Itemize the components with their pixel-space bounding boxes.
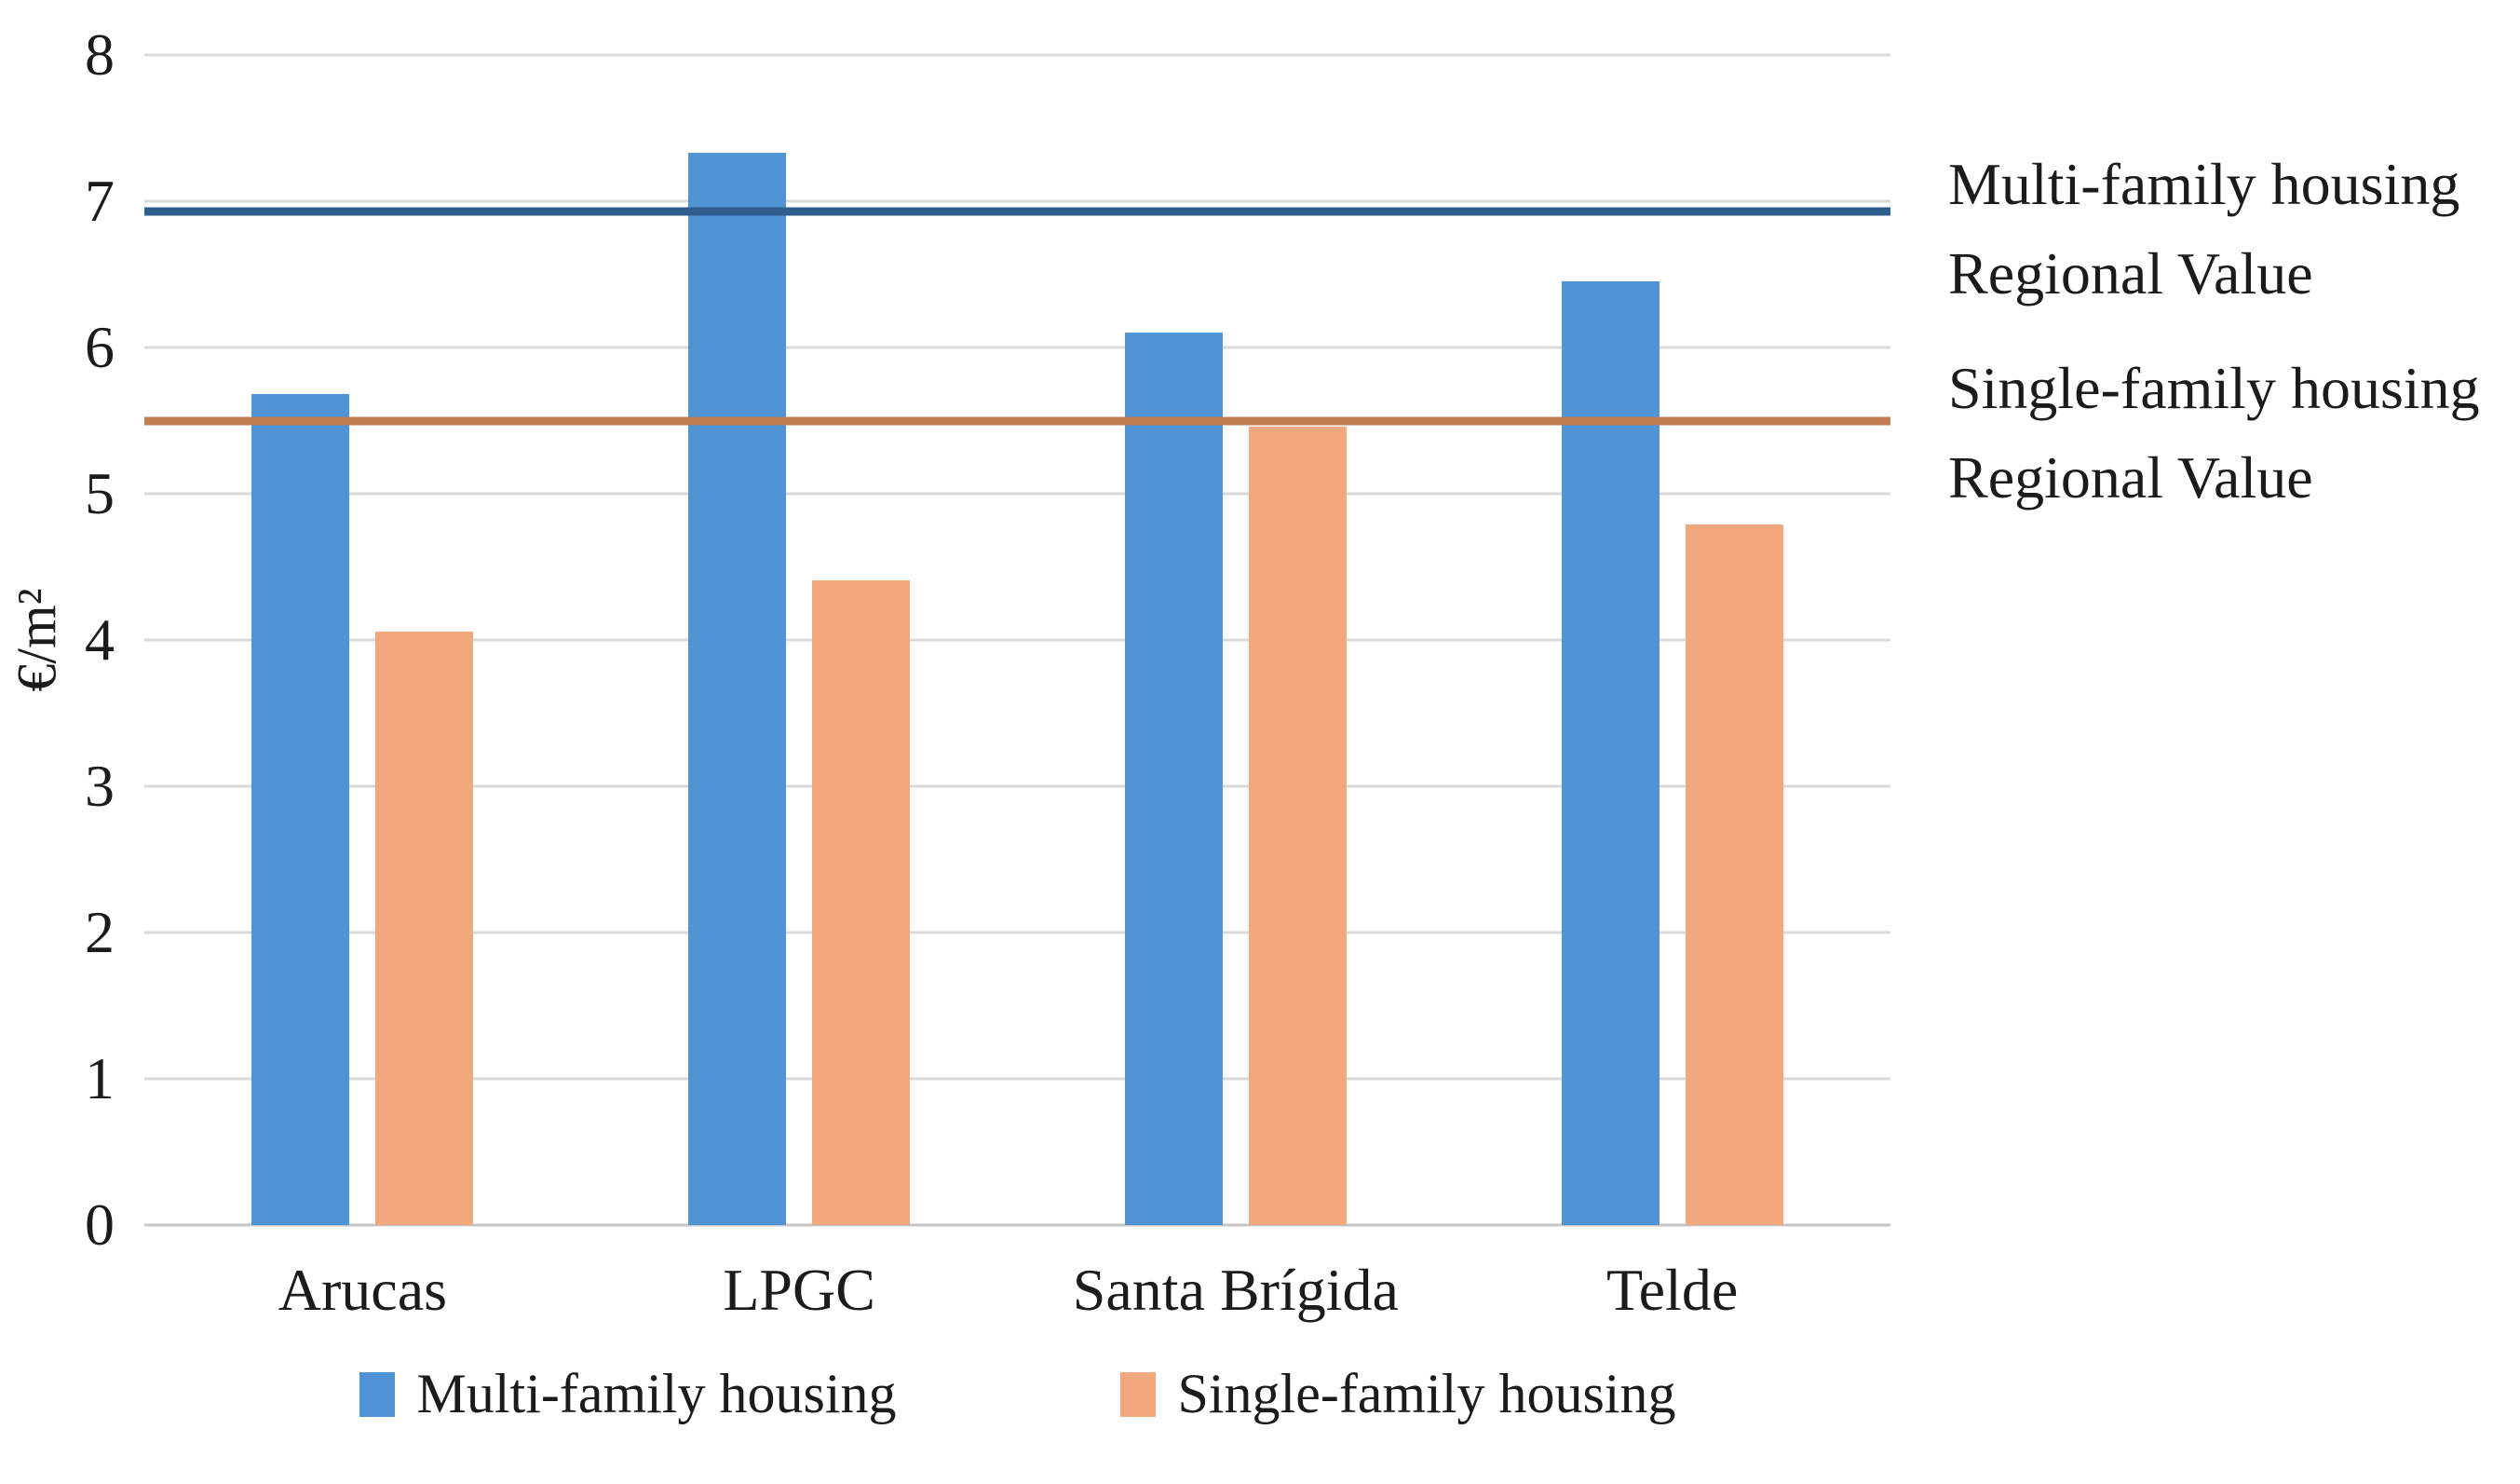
reference-line-multi-family-housing-regional-value [144, 207, 1890, 216]
gridline-y-8 [144, 53, 1890, 57]
annotation-multi-family-regional-value: Multi-family housing Regional Value [1948, 140, 2520, 319]
bar-multi-family-housing-arucas [251, 394, 350, 1225]
y-tick-label-2: 2 [85, 899, 115, 965]
y-tick-label-3: 3 [85, 753, 115, 819]
legend-item-single-family: Single-family housing [1119, 1362, 1676, 1426]
plot-area: 0 1 2 3 4 5 6 7 8 Arucas LPGC Santa Brígida Telde [85, 25, 1890, 1320]
x-tick-label-arucas: Arucas [278, 1257, 447, 1323]
gridline-y-0 [144, 1223, 1890, 1227]
gridline-y-3 [144, 784, 1890, 788]
y-tick-label-0: 0 [85, 1191, 115, 1258]
gridline-y-2 [144, 931, 1890, 934]
y-tick-label-4: 4 [85, 606, 115, 673]
y-tick-label-7: 7 [85, 168, 115, 234]
reference-line-single-family-housing-regional-value [144, 416, 1890, 425]
bar-multi-family-housing-lpgc [688, 153, 787, 1225]
annotation-line: Regional Value [1948, 240, 2313, 306]
gridline-y-4 [144, 638, 1890, 642]
legend: Multi-family housing Single-family housi… [144, 1362, 1890, 1426]
gridline-y-7 [144, 199, 1890, 203]
annotation-single-family-regional-value: Single-family housing Regional Value [1948, 344, 2520, 523]
y-tick-label-6: 6 [85, 314, 115, 380]
legend-label: Single-family housing [1177, 1363, 1676, 1424]
bar-single-family-housing-arucas [375, 631, 474, 1225]
annotation-line: Regional Value [1948, 444, 2313, 511]
gridline-y-5 [144, 492, 1890, 496]
y-axis-title: €/m² [6, 588, 68, 692]
bar-single-family-housing-telde [1685, 524, 1783, 1225]
y-tick-label-5: 5 [85, 460, 115, 526]
bar-single-family-housing-santa-br-gida [1248, 426, 1347, 1225]
bar-multi-family-housing-telde [1561, 281, 1660, 1225]
legend-swatch-single-family-icon [1119, 1371, 1156, 1417]
annotation-line: Single-family housing [1948, 355, 2480, 421]
annotation-line: Multi-family housing [1948, 151, 2460, 217]
gridline-y-6 [144, 346, 1890, 349]
y-tick-label-8: 8 [85, 21, 115, 88]
legend-label: Multi-family housing [416, 1363, 897, 1424]
legend-swatch-multi-family-icon [359, 1371, 395, 1417]
x-tick-label-santa-br-gida: Santa Brígida [1072, 1257, 1399, 1323]
x-tick-label-lpgc: LPGC [723, 1257, 875, 1323]
x-tick-label-telde: Telde [1606, 1257, 1739, 1323]
bar-multi-family-housing-santa-br-gida [1124, 333, 1223, 1225]
gridline-y-1 [144, 1077, 1890, 1081]
y-tick-label-1: 1 [85, 1045, 115, 1111]
bar-single-family-housing-lpgc [812, 579, 911, 1225]
legend-item-multi-family: Multi-family housing [359, 1362, 897, 1426]
